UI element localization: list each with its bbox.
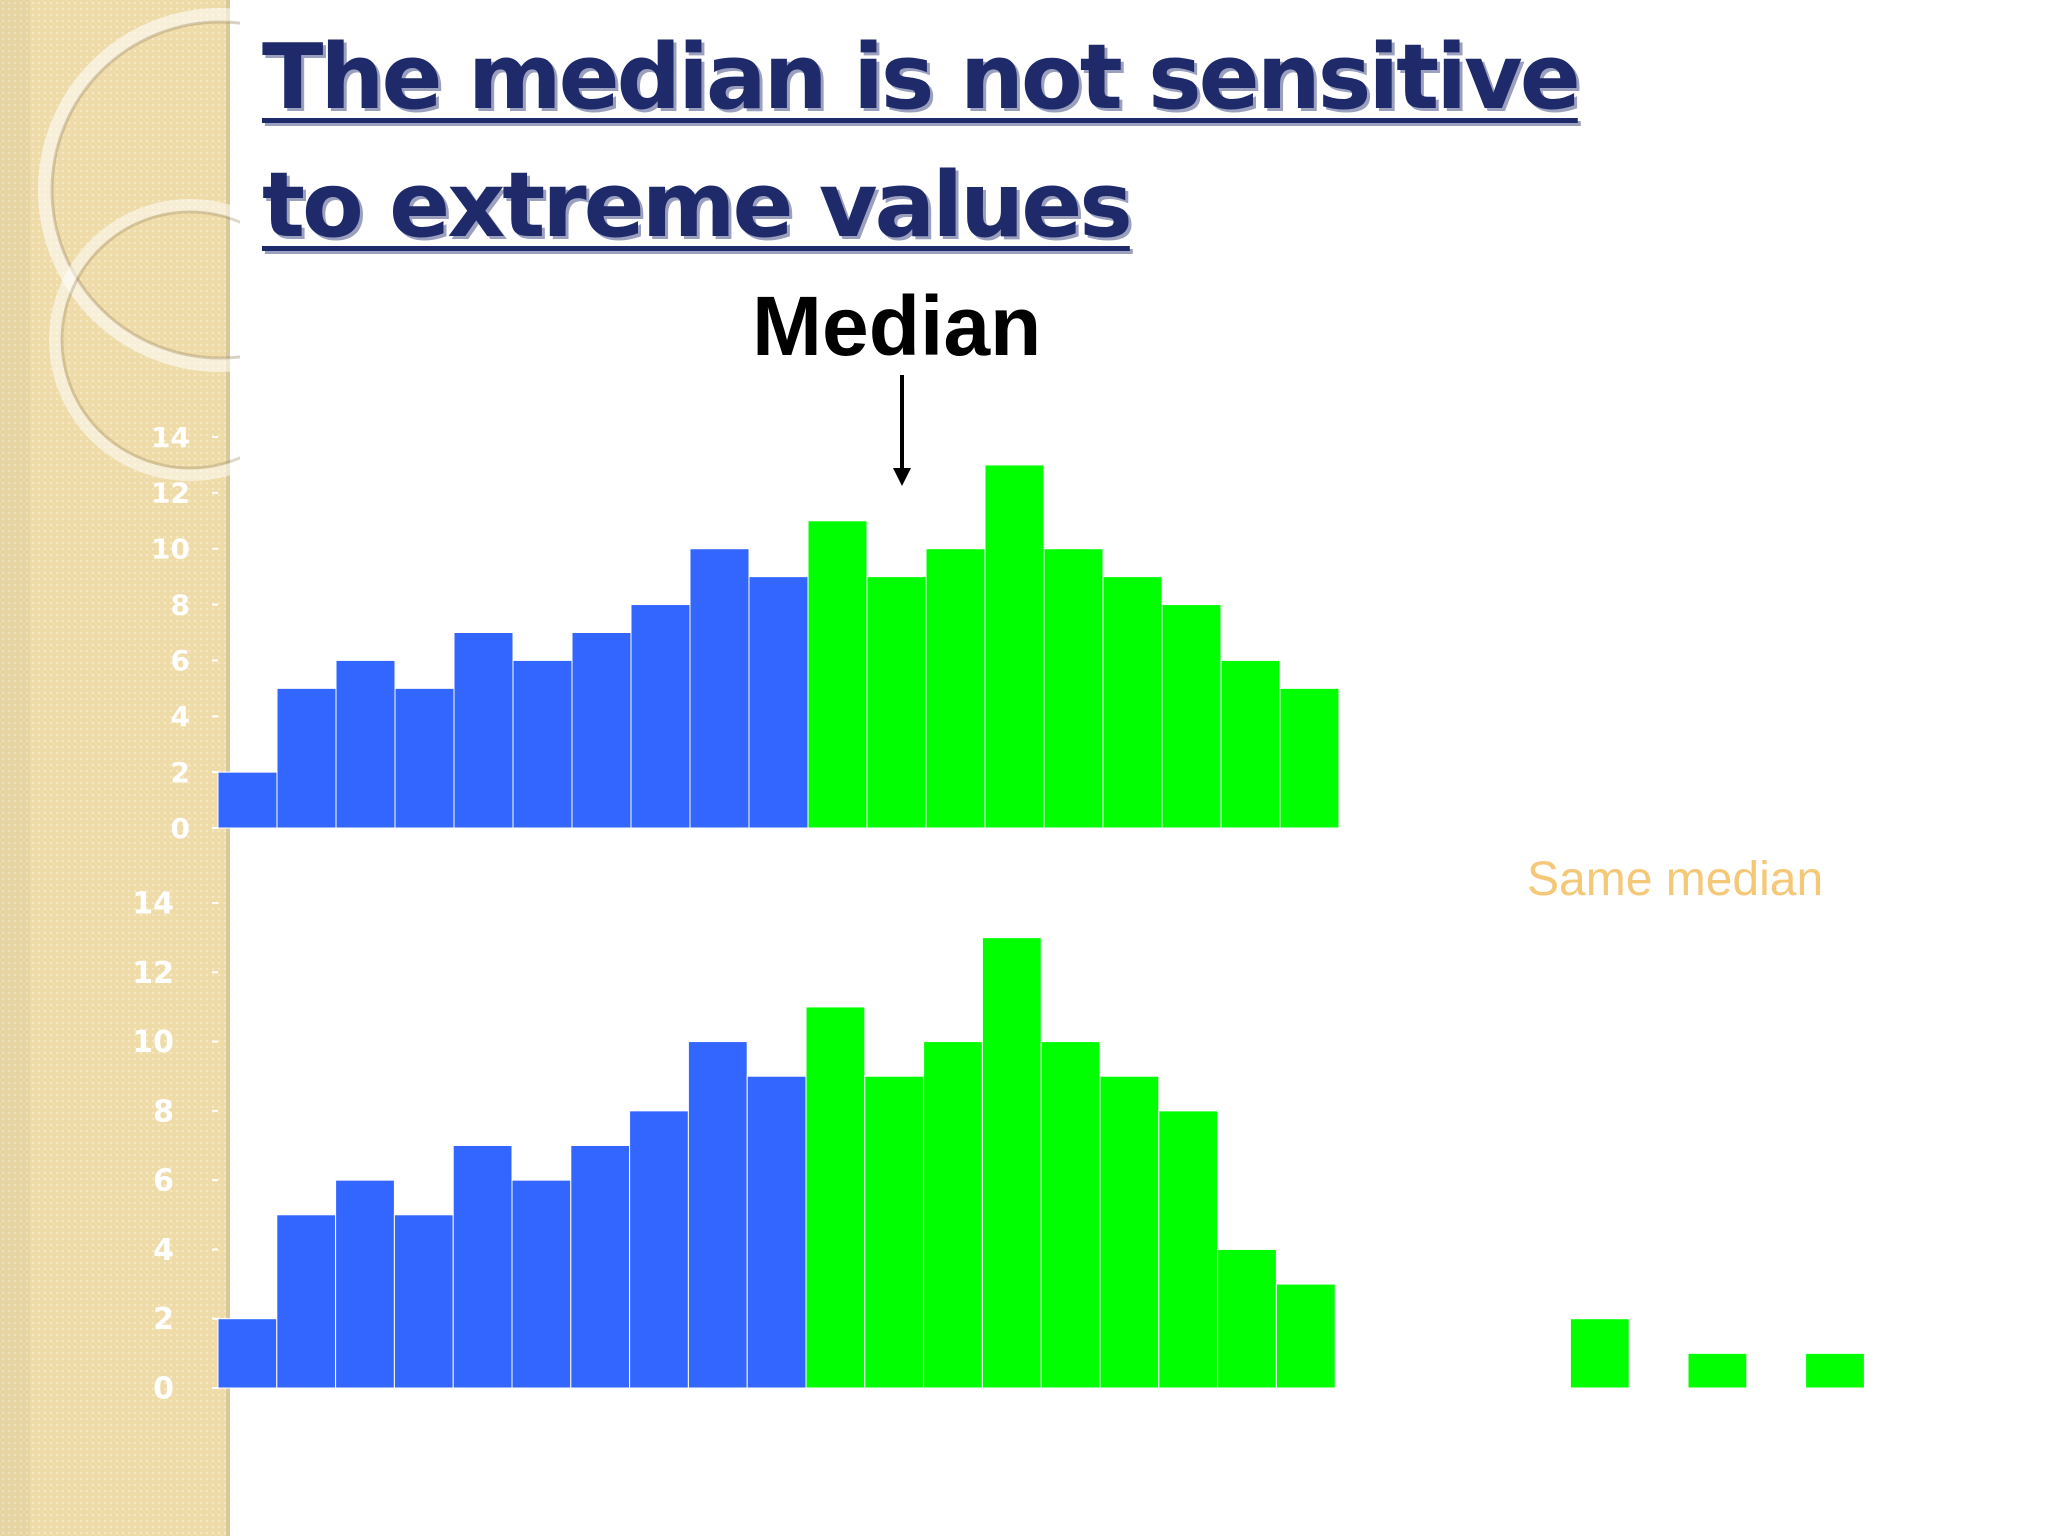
bottom-bar-3 — [335, 1179, 395, 1389]
same-median-annotation: Same median — [1527, 853, 1824, 906]
ring-large — [38, 8, 240, 372]
top-bar-10 — [748, 576, 809, 829]
bottom-bar-16 — [1099, 1075, 1160, 1389]
bottom-bar-4 — [393, 1214, 454, 1389]
bottom-bar-13 — [923, 1041, 983, 1389]
top-y-tick-label: 10 — [151, 533, 190, 566]
bottom-bar-17 — [1158, 1110, 1219, 1389]
top-bar-12 — [866, 576, 927, 829]
top-bar-15 — [1043, 548, 1104, 829]
bottom-bar-24 — [1569, 1318, 1630, 1389]
bottom-bar-18 — [1217, 1248, 1277, 1389]
top-y-tick-label: 0 — [171, 812, 190, 845]
bottom-y-tick-label: 6 — [153, 1164, 174, 1199]
bottom-bar-26 — [1687, 1352, 1748, 1389]
top-y-tick-label: 12 — [151, 477, 190, 510]
top-bar-2 — [276, 687, 337, 829]
top-bar-11 — [807, 520, 868, 829]
top-y-tick-label: 6 — [171, 644, 190, 677]
bottom-bar-1 — [217, 1318, 278, 1389]
sidebar-decoration — [0, 0, 228, 1536]
bottom-y-tick-label: 8 — [153, 1094, 174, 1129]
bottom-bar-5 — [452, 1145, 513, 1389]
top-bar-7 — [571, 632, 632, 829]
top-bar-18 — [1220, 659, 1281, 829]
top-bar-14 — [984, 464, 1045, 829]
bottom-bar-6 — [511, 1179, 572, 1389]
top-bar-6 — [512, 659, 573, 829]
bottom-bar-2 — [276, 1214, 337, 1389]
bottom-y-tick-label: 4 — [153, 1233, 174, 1268]
top-bar-17 — [1161, 604, 1222, 829]
median-arrow-head — [893, 468, 911, 486]
top-y-tick-label: 2 — [171, 756, 190, 789]
top-y-tick-label: 4 — [171, 700, 190, 733]
bottom-bar-19 — [1275, 1283, 1336, 1389]
bottom-bar-15 — [1040, 1041, 1101, 1389]
top-histogram: 0 2 4 6 8 10 12 14 — [151, 421, 1340, 845]
bottom-bar-11 — [805, 1006, 866, 1389]
sidebar-border — [226, 0, 230, 1536]
top-bar-19 — [1279, 687, 1340, 829]
ring-small-shadow — [60, 210, 240, 470]
bottom-bar-14 — [981, 937, 1042, 1389]
top-y-tick-label: 8 — [171, 588, 190, 621]
bottom-bar-10 — [746, 1075, 807, 1389]
decorative-rings — [38, 8, 240, 481]
bottom-y-tick-label: 10 — [132, 1025, 174, 1060]
bottom-y-tick-label: 0 — [153, 1372, 174, 1407]
top-bar-4 — [394, 687, 455, 829]
top-bar-9 — [689, 548, 750, 829]
ring-small — [49, 199, 240, 481]
top-bar-8 — [630, 604, 691, 829]
bottom-histogram: 0 2 4 6 8 10 12 14 — [132, 887, 1865, 1407]
bottom-y-tick-label: 14 — [132, 887, 174, 922]
ring-large-shadow — [50, 20, 240, 360]
top-bar-1 — [217, 771, 278, 829]
top-bar-5 — [453, 632, 514, 829]
bottom-y-tick-label: 2 — [153, 1302, 174, 1337]
median-label: Median — [752, 279, 1042, 373]
top-bar-16 — [1102, 576, 1163, 829]
top-y-tick-label: 14 — [151, 421, 190, 454]
top-bar-3 — [335, 659, 396, 829]
bottom-bar-9 — [687, 1041, 748, 1389]
bottom-bar-8 — [629, 1110, 689, 1389]
slide-title: The median is not sensitive to extreme v… — [262, 25, 1581, 258]
bottom-bar-28 — [1805, 1352, 1865, 1389]
bottom-bar-12 — [864, 1075, 925, 1389]
top-bar-13 — [925, 548, 986, 829]
bottom-bar-7 — [570, 1145, 631, 1389]
median-arrow — [893, 375, 911, 486]
bottom-y-tick-label: 12 — [132, 956, 174, 991]
